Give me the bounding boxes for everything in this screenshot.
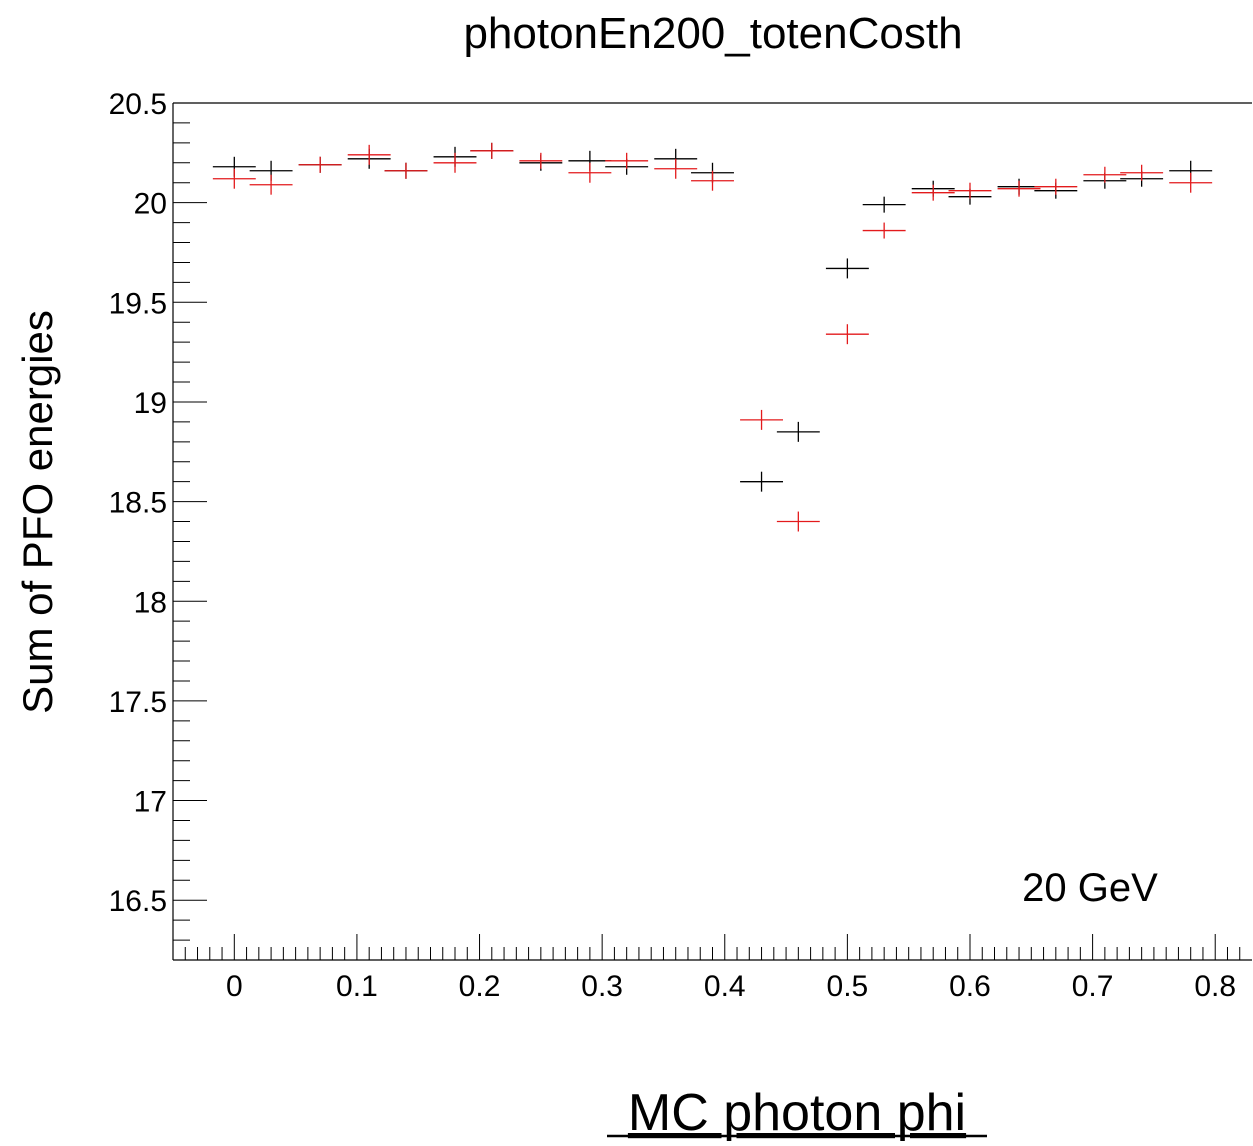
data-point <box>825 258 869 279</box>
y-tick-label: 16.5 <box>109 885 167 918</box>
x-tick-label: 0.2 <box>459 970 501 1003</box>
data-point <box>948 182 992 199</box>
data-point <box>654 158 698 179</box>
x-tick-label: 0 <box>226 970 243 1003</box>
x-tick-label: 0.5 <box>827 970 869 1003</box>
data-point <box>249 174 293 195</box>
y-tick-label: 20 <box>134 188 167 221</box>
x-axis-label: MC photon phi <box>628 1084 966 1142</box>
data-point <box>997 180 1041 197</box>
data-point <box>691 170 734 191</box>
data-point <box>298 156 342 173</box>
x-tick-label: 0.1 <box>336 970 378 1003</box>
y-axis: 16.5 17 17.5 18 18.5 19 19.5 20 20.5 <box>109 88 207 941</box>
y-tick-label: 19.5 <box>109 287 167 320</box>
series-layer <box>212 142 1213 532</box>
data-point <box>1120 164 1164 181</box>
plot-frame <box>172 102 1252 961</box>
data-point <box>862 196 906 213</box>
x-tick-label: 0.4 <box>704 970 746 1003</box>
data-point <box>433 152 477 173</box>
data-point <box>1034 178 1078 195</box>
y-tick-label: 20.5 <box>109 88 167 121</box>
y-tick-label: 18.5 <box>109 487 167 520</box>
x-axis: 0 0.1 0.2 0.3 0.4 0.5 0.6 0.7 0.8 <box>184 934 1241 1003</box>
data-point <box>470 142 514 159</box>
chart-title: photonEn200_totenCosth <box>463 9 962 58</box>
data-point <box>740 471 784 492</box>
data-point <box>740 409 784 430</box>
data-point <box>862 222 906 239</box>
data-point <box>776 421 820 442</box>
x-tick-label: 0.7 <box>1072 970 1114 1003</box>
data-point <box>519 152 563 169</box>
data-point <box>568 162 612 183</box>
data-point <box>384 162 428 179</box>
data-point <box>1169 172 1213 193</box>
data-point <box>825 324 869 345</box>
data-point <box>776 511 820 532</box>
y-tick-label: 18 <box>134 586 167 619</box>
x-tick-label: 0.3 <box>581 970 623 1003</box>
data-point <box>1083 166 1127 183</box>
y-tick-label: 19 <box>134 387 167 420</box>
y-axis-label: Sum of PFO energies <box>14 310 61 714</box>
x-tick-label: 0.8 <box>1194 970 1236 1003</box>
x-tick-label: 0.6 <box>949 970 991 1003</box>
data-point <box>605 152 649 169</box>
y-tick-label: 17.5 <box>109 686 167 719</box>
data-point <box>212 168 256 189</box>
series-2 <box>212 142 1213 532</box>
y-tick-label: 17 <box>134 786 167 819</box>
data-point <box>347 144 391 165</box>
series-1 <box>212 142 1213 492</box>
energy-annotation: 20 GeV <box>1022 866 1158 910</box>
data-point <box>911 184 955 201</box>
